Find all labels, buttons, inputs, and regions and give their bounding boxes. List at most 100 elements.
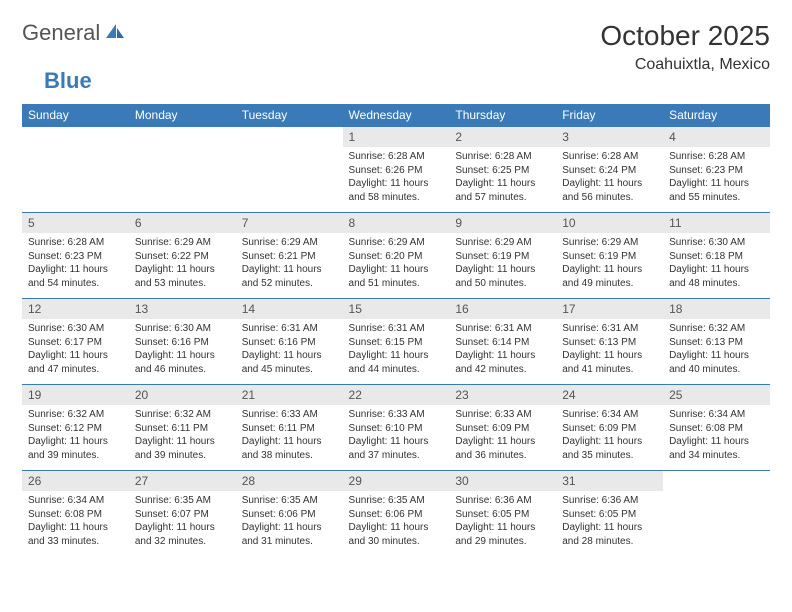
day-line: and 32 minutes. — [135, 535, 230, 549]
calendar-day-cell: 22Sunrise: 6:33 AMSunset: 6:10 PMDayligh… — [343, 385, 450, 471]
calendar-day-cell: 17Sunrise: 6:31 AMSunset: 6:13 PMDayligh… — [556, 299, 663, 385]
day-line: Daylight: 11 hours — [455, 521, 550, 535]
day-line: Sunrise: 6:29 AM — [349, 236, 444, 250]
day-line: and 31 minutes. — [242, 535, 337, 549]
day-line: Daylight: 11 hours — [135, 263, 230, 277]
day-number: 7 — [236, 213, 343, 233]
day-number: 6 — [129, 213, 236, 233]
day-line: and 51 minutes. — [349, 277, 444, 291]
day-number: 9 — [449, 213, 556, 233]
calendar-day-cell: 8Sunrise: 6:29 AMSunset: 6:20 PMDaylight… — [343, 213, 450, 299]
day-line: and 57 minutes. — [455, 191, 550, 205]
day-content: Sunrise: 6:35 AMSunset: 6:07 PMDaylight:… — [129, 491, 236, 556]
day-line: Daylight: 11 hours — [349, 349, 444, 363]
weekday-header: Sunday — [22, 104, 129, 127]
day-line: Sunrise: 6:31 AM — [242, 322, 337, 336]
calendar-day-cell: 7Sunrise: 6:29 AMSunset: 6:21 PMDaylight… — [236, 213, 343, 299]
weekday-header: Monday — [129, 104, 236, 127]
logo-text-general: General — [22, 20, 100, 46]
calendar-day-cell: 24Sunrise: 6:34 AMSunset: 6:09 PMDayligh… — [556, 385, 663, 471]
day-line: and 28 minutes. — [562, 535, 657, 549]
day-number: 27 — [129, 471, 236, 491]
day-content: Sunrise: 6:31 AMSunset: 6:16 PMDaylight:… — [236, 319, 343, 384]
day-content: Sunrise: 6:33 AMSunset: 6:10 PMDaylight:… — [343, 405, 450, 470]
day-line: Daylight: 11 hours — [562, 435, 657, 449]
day-content — [663, 477, 770, 488]
day-line: Daylight: 11 hours — [669, 177, 764, 191]
day-content: Sunrise: 6:31 AMSunset: 6:14 PMDaylight:… — [449, 319, 556, 384]
day-line: and 47 minutes. — [28, 363, 123, 377]
day-line: Sunrise: 6:31 AM — [562, 322, 657, 336]
day-number: 10 — [556, 213, 663, 233]
day-line: Daylight: 11 hours — [28, 263, 123, 277]
day-content: Sunrise: 6:36 AMSunset: 6:05 PMDaylight:… — [556, 491, 663, 556]
day-line: Sunrise: 6:33 AM — [455, 408, 550, 422]
day-line: Daylight: 11 hours — [562, 521, 657, 535]
day-line: Sunset: 6:13 PM — [669, 336, 764, 350]
day-line: Sunset: 6:07 PM — [135, 508, 230, 522]
day-line: Sunset: 6:20 PM — [349, 250, 444, 264]
day-number: 17 — [556, 299, 663, 319]
day-line: Sunset: 6:23 PM — [28, 250, 123, 264]
day-number: 14 — [236, 299, 343, 319]
day-content: Sunrise: 6:31 AMSunset: 6:13 PMDaylight:… — [556, 319, 663, 384]
day-line: Sunset: 6:19 PM — [455, 250, 550, 264]
day-line: Daylight: 11 hours — [562, 263, 657, 277]
day-line: Sunrise: 6:34 AM — [669, 408, 764, 422]
day-line: Daylight: 11 hours — [242, 349, 337, 363]
day-number: 28 — [236, 471, 343, 491]
day-line: Sunset: 6:11 PM — [135, 422, 230, 436]
day-line: Sunset: 6:24 PM — [562, 164, 657, 178]
day-number: 19 — [22, 385, 129, 405]
calendar-day-cell: 1Sunrise: 6:28 AMSunset: 6:26 PMDaylight… — [343, 127, 450, 213]
day-line: and 39 minutes. — [135, 449, 230, 463]
day-content: Sunrise: 6:32 AMSunset: 6:13 PMDaylight:… — [663, 319, 770, 384]
calendar-day-cell — [22, 127, 129, 213]
day-line: Daylight: 11 hours — [349, 177, 444, 191]
calendar-body: 1Sunrise: 6:28 AMSunset: 6:26 PMDaylight… — [22, 127, 770, 557]
day-line: Daylight: 11 hours — [562, 349, 657, 363]
day-line: and 34 minutes. — [669, 449, 764, 463]
calendar-day-cell: 4Sunrise: 6:28 AMSunset: 6:23 PMDaylight… — [663, 127, 770, 213]
calendar-day-cell: 3Sunrise: 6:28 AMSunset: 6:24 PMDaylight… — [556, 127, 663, 213]
day-line: Sunset: 6:26 PM — [349, 164, 444, 178]
day-number: 15 — [343, 299, 450, 319]
day-content: Sunrise: 6:29 AMSunset: 6:19 PMDaylight:… — [449, 233, 556, 298]
calendar-week-row: 19Sunrise: 6:32 AMSunset: 6:12 PMDayligh… — [22, 385, 770, 471]
calendar-day-cell: 19Sunrise: 6:32 AMSunset: 6:12 PMDayligh… — [22, 385, 129, 471]
day-line: Sunrise: 6:36 AM — [455, 494, 550, 508]
day-content: Sunrise: 6:28 AMSunset: 6:23 PMDaylight:… — [663, 147, 770, 212]
day-number: 13 — [129, 299, 236, 319]
day-line: and 30 minutes. — [349, 535, 444, 549]
weekday-header: Wednesday — [343, 104, 450, 127]
location-text: Coahuixtla, Mexico — [600, 56, 770, 74]
day-number: 11 — [663, 213, 770, 233]
day-number: 18 — [663, 299, 770, 319]
page-header: General October 2025 Coahuixtla, Mexico — [22, 20, 770, 74]
day-number: 16 — [449, 299, 556, 319]
day-line: Sunrise: 6:35 AM — [349, 494, 444, 508]
calendar-day-cell: 21Sunrise: 6:33 AMSunset: 6:11 PMDayligh… — [236, 385, 343, 471]
calendar-day-cell: 14Sunrise: 6:31 AMSunset: 6:16 PMDayligh… — [236, 299, 343, 385]
day-content: Sunrise: 6:28 AMSunset: 6:26 PMDaylight:… — [343, 147, 450, 212]
day-line: and 56 minutes. — [562, 191, 657, 205]
day-line: Sunset: 6:05 PM — [562, 508, 657, 522]
day-line: Sunset: 6:22 PM — [135, 250, 230, 264]
day-content: Sunrise: 6:34 AMSunset: 6:08 PMDaylight:… — [663, 405, 770, 470]
logo: General — [22, 20, 128, 46]
day-line: Sunrise: 6:29 AM — [135, 236, 230, 250]
day-content: Sunrise: 6:30 AMSunset: 6:18 PMDaylight:… — [663, 233, 770, 298]
day-line: and 46 minutes. — [135, 363, 230, 377]
day-line: Sunset: 6:14 PM — [455, 336, 550, 350]
day-line: Daylight: 11 hours — [242, 521, 337, 535]
day-line: Sunset: 6:25 PM — [455, 164, 550, 178]
day-line: Sunrise: 6:35 AM — [135, 494, 230, 508]
day-line: and 48 minutes. — [669, 277, 764, 291]
day-line: and 37 minutes. — [349, 449, 444, 463]
calendar-week-row: 1Sunrise: 6:28 AMSunset: 6:26 PMDaylight… — [22, 127, 770, 213]
day-line: and 53 minutes. — [135, 277, 230, 291]
day-line: Sunrise: 6:28 AM — [669, 150, 764, 164]
day-line: Sunset: 6:12 PM — [28, 422, 123, 436]
day-number: 29 — [343, 471, 450, 491]
calendar-day-cell: 25Sunrise: 6:34 AMSunset: 6:08 PMDayligh… — [663, 385, 770, 471]
